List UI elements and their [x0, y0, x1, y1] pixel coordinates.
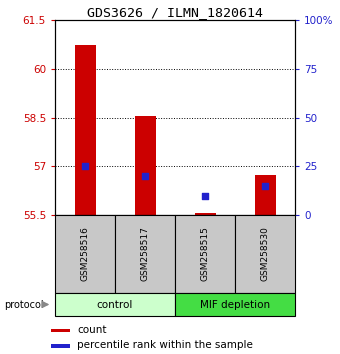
Text: percentile rank within the sample: percentile rank within the sample [77, 340, 253, 350]
Point [262, 183, 268, 189]
Text: MIF depletion: MIF depletion [200, 299, 270, 309]
Bar [55, 293, 175, 316]
Bar [255, 175, 275, 215]
Bar [175, 293, 295, 316]
Point [202, 193, 208, 198]
Text: GSM258530: GSM258530 [260, 227, 270, 281]
Text: GSM258516: GSM258516 [81, 227, 89, 281]
Bar [74, 45, 96, 215]
Bar [135, 115, 155, 215]
Point [142, 173, 148, 179]
Text: count: count [77, 325, 106, 335]
Text: control: control [97, 299, 133, 309]
Bar [194, 213, 216, 215]
Text: protocol: protocol [4, 299, 44, 309]
Bar [55, 215, 115, 293]
Bar [115, 215, 175, 293]
Point [82, 164, 88, 169]
Text: GSM258517: GSM258517 [140, 227, 150, 281]
Title: GDS3626 / ILMN_1820614: GDS3626 / ILMN_1820614 [87, 6, 263, 19]
Bar [51, 329, 70, 332]
Bar [235, 215, 295, 293]
Bar [175, 215, 235, 293]
Text: GSM258515: GSM258515 [201, 227, 209, 281]
Bar [51, 344, 70, 348]
